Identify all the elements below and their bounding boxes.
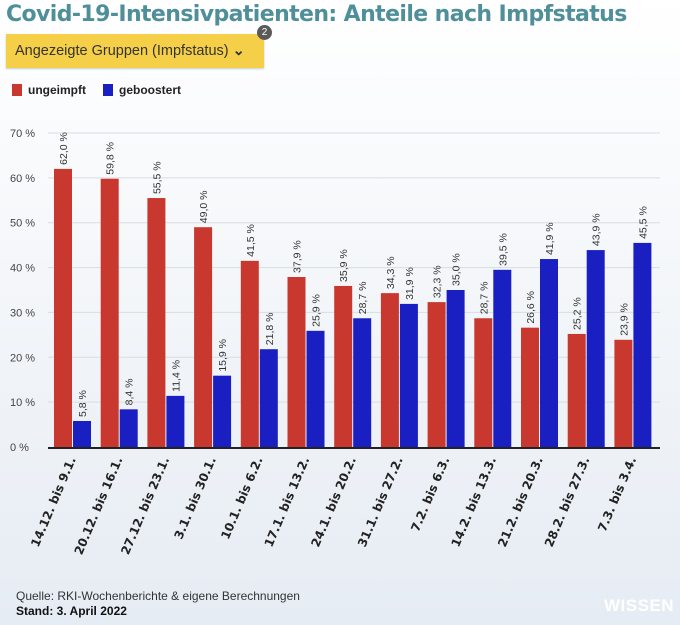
y-tick-label: 10 % xyxy=(10,397,35,409)
legend-item-ungeimpft[interactable]: ungeimpft xyxy=(12,83,86,97)
data-label: 31,9 % xyxy=(404,267,416,300)
x-tick-label: 27.12. bis 23.1. xyxy=(118,455,172,557)
data-label: 35,9 % xyxy=(338,249,350,282)
data-label: 11,4 % xyxy=(170,360,182,392)
bar-ungeimpft xyxy=(614,339,633,447)
selection-count-badge: 2 xyxy=(257,25,272,40)
source-note: Quelle: RKI-Wochenberichte & eigene Bere… xyxy=(16,589,300,603)
bar-geboostert xyxy=(306,330,325,447)
data-label: 26,6 % xyxy=(525,291,537,324)
y-tick-label: 0 % xyxy=(10,442,29,454)
bar-ungeimpft xyxy=(100,178,119,448)
bar-ungeimpft xyxy=(474,318,493,447)
chart-title: Covid-19-Intensivpatienten: Anteile nach… xyxy=(6,2,627,27)
x-tick-label: 14.2. bis 13.3. xyxy=(448,455,499,549)
bar-chart: 0 % 10 % 20 % 30 % 40 % 50 % 60 % 70 % 62,0 % 5,8… xyxy=(10,128,660,557)
legend-item-geboostert[interactable]: geboostert xyxy=(103,83,181,97)
x-tick-label: 24.1. bis 20.2. xyxy=(308,455,359,549)
bar-ungeimpft xyxy=(567,333,586,447)
bar-geboostert xyxy=(73,420,91,447)
legend-label: geboostert xyxy=(119,83,182,97)
x-tick-label: 7.2. bis 6.3. xyxy=(408,455,452,534)
data-label: 23,9 % xyxy=(618,303,630,336)
data-label: 45,5 % xyxy=(637,206,649,239)
x-tick-label: 3.1. bis 30.1. xyxy=(172,455,219,542)
data-label: 39,5 % xyxy=(497,233,509,266)
x-tick-label: 17.1. bis 13.2. xyxy=(262,455,313,549)
data-label: 35,0 % xyxy=(451,253,463,286)
bar-geboostert xyxy=(166,395,185,447)
bar-ungeimpft xyxy=(287,276,306,447)
date-note: Stand: 3. April 2022 xyxy=(16,604,127,618)
bar-ungeimpft xyxy=(380,293,399,447)
data-label: 15,9 % xyxy=(217,339,229,372)
groups-dropdown[interactable]: Angezeigte Gruppen (Impfstatus) ⌄ xyxy=(6,34,264,68)
y-tick-label: 20 % xyxy=(10,352,35,364)
y-tick-label: 30 % xyxy=(10,307,35,319)
bar-geboostert xyxy=(353,318,372,447)
bar-ungeimpft xyxy=(194,227,213,447)
bar-geboostert xyxy=(399,303,418,447)
data-label: 28,7 % xyxy=(357,282,369,315)
bar-ungeimpft xyxy=(54,168,72,447)
bar-ungeimpft xyxy=(240,260,259,447)
bar-geboostert xyxy=(586,250,605,447)
bar-geboostert xyxy=(493,269,512,447)
data-label: 49,0 % xyxy=(198,190,210,223)
chevron-down-icon: ⌄ xyxy=(232,43,245,59)
bar-geboostert xyxy=(259,349,278,447)
bar-geboostert xyxy=(213,375,232,447)
brand-logo: WISSEN xyxy=(604,596,675,615)
bar-ungeimpft xyxy=(334,285,353,447)
data-label: 25,9 % xyxy=(311,294,323,327)
data-label: 43,9 % xyxy=(591,213,603,246)
y-tick-label: 50 % xyxy=(10,218,35,230)
dropdown-label: Angezeigte Gruppen (Impfstatus) xyxy=(15,43,229,59)
data-label: 41,9 % xyxy=(544,222,556,255)
x-tick-label: 20.12. bis 16.1. xyxy=(72,455,126,557)
y-tick-label: 60 % xyxy=(10,173,35,185)
bar-ungeimpft xyxy=(427,302,446,447)
data-label: 55,5 % xyxy=(151,161,163,194)
data-label: 5,8 % xyxy=(77,390,89,417)
data-label: 41,5 % xyxy=(245,224,257,257)
y-tick-label: 70 % xyxy=(10,128,35,140)
legend-label: ungeimpft xyxy=(28,83,86,97)
data-label: 21,8 % xyxy=(264,313,276,346)
data-label: 62,0 % xyxy=(58,132,70,165)
x-tick-label: 14.12. bis 9.1. xyxy=(28,455,79,549)
x-tick-label: 28.2. bis 27.3. xyxy=(542,455,593,549)
bar-geboostert xyxy=(119,409,138,447)
data-label: 25,2 % xyxy=(572,297,584,330)
legend-swatch xyxy=(12,84,22,96)
data-label: 8,4 % xyxy=(124,378,136,405)
data-label: 34,3 % xyxy=(385,256,397,289)
x-tick-label: 10.1. bis 6.2. xyxy=(218,455,265,542)
bar-ungeimpft xyxy=(147,198,166,447)
legend-swatch xyxy=(103,84,113,96)
y-tick-label: 40 % xyxy=(10,263,35,275)
data-label: 28,7 % xyxy=(478,282,490,315)
x-tick-label: 31.1. bis 27.2. xyxy=(355,455,406,549)
x-tick-label: 7.3. bis 3.4. xyxy=(595,455,639,534)
data-label: 32,3 % xyxy=(432,265,444,298)
bar-geboostert xyxy=(633,242,652,447)
x-tick-label: 21.2. bis 20.3. xyxy=(495,455,546,549)
bar-geboostert xyxy=(446,290,465,447)
data-label: 59,8 % xyxy=(105,142,117,175)
bar-ungeimpft xyxy=(521,327,539,447)
data-label: 37,9 % xyxy=(292,240,304,273)
bar-geboostert xyxy=(540,259,558,447)
